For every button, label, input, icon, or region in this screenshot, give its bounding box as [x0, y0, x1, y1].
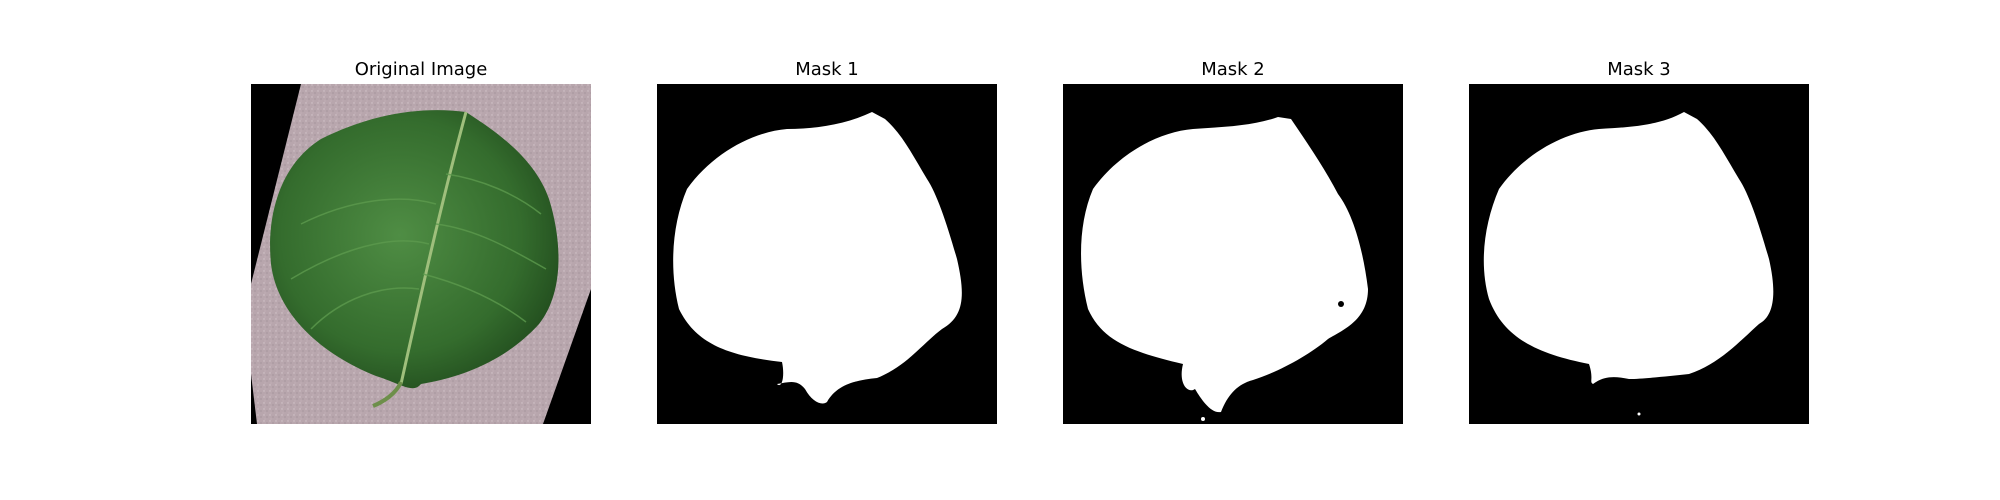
panel-title: Mask 3	[1607, 59, 1671, 80]
mask-2-image	[1063, 84, 1403, 424]
panel-title: Mask 2	[1201, 59, 1265, 80]
panel-title: Original Image	[354, 59, 488, 80]
panel-mask-2: Mask 2	[1063, 0, 1403, 430]
mask-foreground	[1081, 117, 1368, 413]
panel-mask-1: Mask 1	[657, 0, 997, 430]
mask-foreground	[1483, 112, 1774, 384]
mask-1-image	[657, 84, 997, 424]
mask-foreground	[673, 112, 962, 404]
mask-hole	[1338, 301, 1344, 307]
leaf-veins	[290, 173, 547, 330]
panel-mask-3: Mask 3	[1469, 0, 1809, 430]
mask-3-image	[1469, 84, 1809, 424]
leaf-midrib	[399, 111, 468, 385]
leaf-stem	[372, 381, 403, 408]
leaf-blade	[270, 110, 559, 389]
mask-speck	[1201, 417, 1205, 421]
original-leaf-image	[251, 84, 591, 424]
panel-title: Mask 1	[795, 59, 859, 80]
panel-original-image: Original Image	[251, 0, 591, 430]
mask-speck	[1637, 412, 1641, 416]
